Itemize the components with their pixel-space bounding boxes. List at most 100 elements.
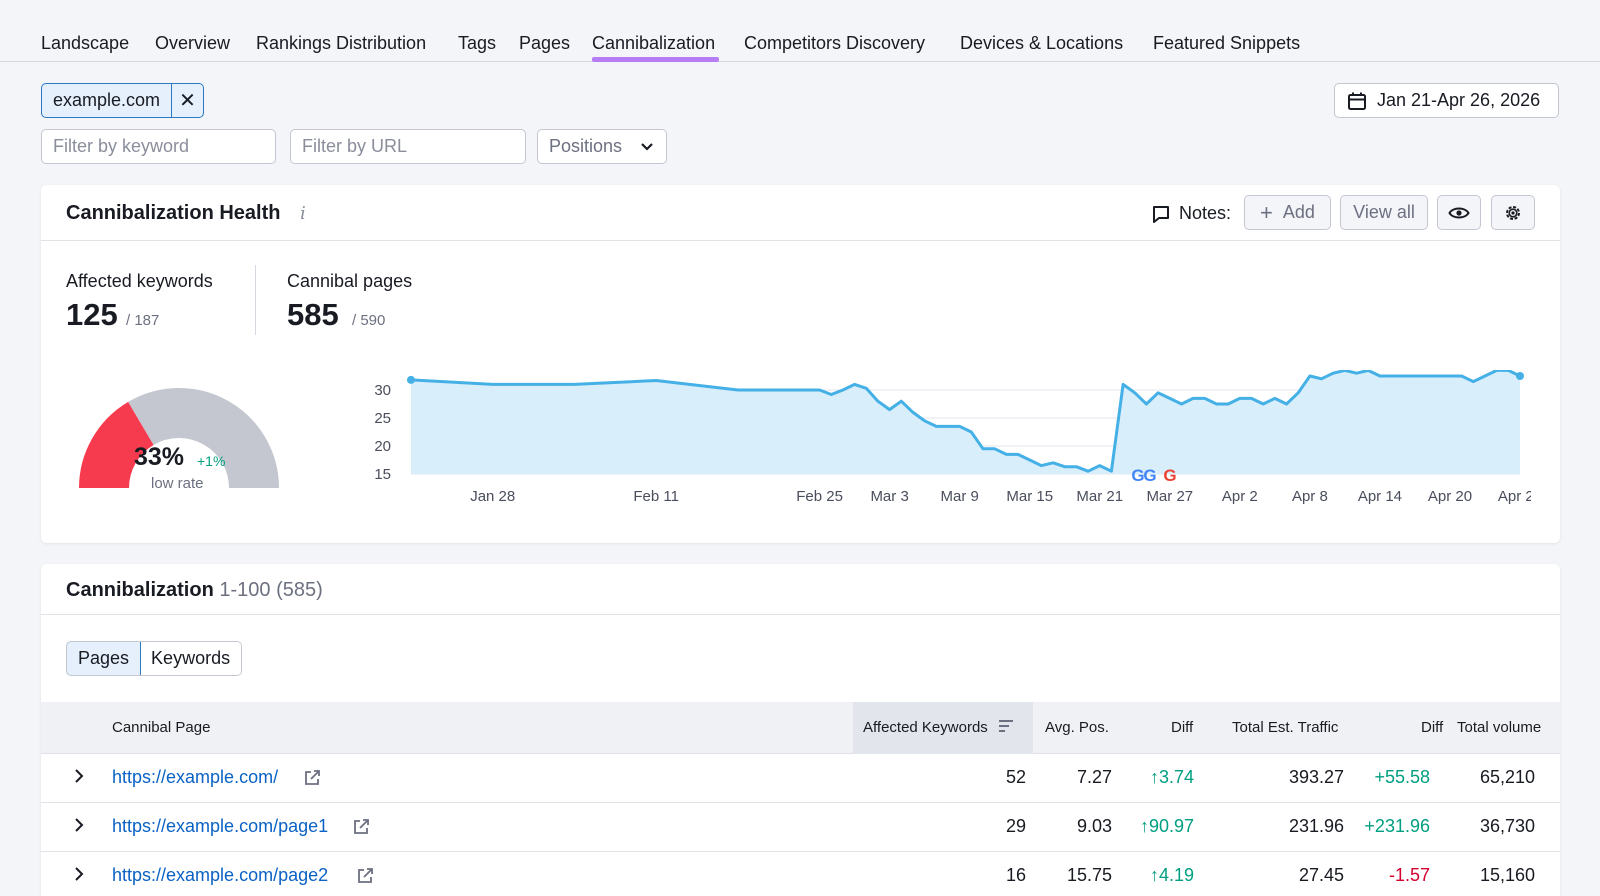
domain-chip-label: example.com: [53, 90, 161, 110]
x-tick-label: Apr 20: [1428, 488, 1472, 505]
calendar-icon: [1348, 92, 1366, 110]
date-range-button[interactable]: Jan 21-Apr 26, 2026: [1334, 83, 1559, 118]
view-all-label: View all: [1353, 202, 1415, 222]
tab-overview[interactable]: Overview: [155, 33, 231, 53]
gear-icon: [1506, 205, 1520, 220]
eye-button[interactable]: [1437, 195, 1481, 230]
positions-label: Positions: [549, 136, 623, 156]
pos-diff-value: 90.97: [1148, 816, 1194, 836]
affected-keywords-cell: 16: [1005, 865, 1026, 885]
avg-pos-cell: 7.27: [1076, 767, 1112, 787]
x-tick-label: Apr 8: [1292, 488, 1328, 505]
segment-pages[interactable]: Pages: [67, 642, 142, 675]
pos-diff-cell: ↑4.19: [1150, 865, 1194, 886]
x-tick-label: Apr 2: [1222, 488, 1258, 505]
x-tick-label: Apr 26: [1498, 488, 1531, 505]
table-title: Cannibalization 1-100 (585): [66, 579, 323, 602]
traffic-cell: 231.96: [1288, 816, 1344, 836]
cannibal-pages-label: Cannibal pages: [287, 271, 413, 291]
sorted-column-bg: [853, 702, 1033, 754]
gauge-fill: [79, 401, 155, 490]
pages-keywords-toggle: Pages Keywords: [66, 641, 243, 676]
arrow-up-icon: ↑: [1149, 865, 1159, 885]
tab-cannibalization[interactable]: Cannibalization: [592, 33, 720, 62]
x-tick-label: Feb 11: [633, 488, 679, 505]
tab-landscape[interactable]: Landscape: [41, 33, 130, 53]
traffic-diff-cell: -1.57: [1388, 865, 1430, 885]
series-line: [410, 370, 1521, 473]
eye-icon: [1448, 207, 1470, 218]
page-link[interactable]: https://example.com/: [112, 767, 279, 787]
page-link[interactable]: https://example.com/page1: [112, 816, 329, 836]
table-row: https://example.com/page2 16 15.75 ↑4.19…: [41, 853, 1560, 896]
tab-pages[interactable]: Pages: [519, 33, 571, 53]
avg-pos-cell: 15.75: [1066, 865, 1112, 885]
keyword-filter-input[interactable]: [42, 130, 296, 163]
pos-diff-cell: ↑90.97: [1140, 816, 1194, 837]
x-tick-label: Mar 3: [870, 488, 908, 505]
chevron-down-icon: [641, 143, 653, 151]
gauge-track: [128, 388, 279, 490]
sort-icon: [998, 720, 1013, 732]
gauge-percent: 33%: [134, 443, 185, 471]
tab-devices-locations[interactable]: Devices & Locations: [960, 33, 1124, 53]
settings-button[interactable]: [1491, 195, 1535, 230]
traffic-cell: 393.27: [1288, 767, 1344, 787]
pos-diff-cell: ↑3.74: [1150, 767, 1194, 788]
tab-competitors-discovery[interactable]: Competitors Discovery: [744, 33, 926, 53]
external-link-icon[interactable]: [302, 768, 322, 788]
traffic-cell: 27.45: [1298, 865, 1344, 885]
google-update-marker: G: [1131, 466, 1144, 485]
url-filter-input[interactable]: [291, 130, 545, 163]
tab-tags[interactable]: Tags: [458, 33, 497, 53]
gauge-rate-label: low rate: [151, 475, 204, 492]
cannibal-pages-value: 585: [287, 297, 339, 332]
segment-keywords[interactable]: Keywords: [140, 642, 242, 675]
col-traffic-diff[interactable]: Diff: [1421, 719, 1444, 736]
pos-diff-value: 3.74: [1158, 767, 1194, 787]
keyword-filter: [41, 129, 315, 164]
affected-keywords-total: / 187: [126, 312, 160, 329]
col-cannibal-page[interactable]: Cannibal Page: [112, 719, 211, 736]
url-filter: [290, 129, 564, 164]
health-trend-chart: 30 25 20 15 Jan 28 Feb 11 Feb 25 Mar 3 Mar 9 Mar …: [374, 370, 1531, 505]
info-icon[interactable]: i: [300, 203, 306, 224]
divider: [41, 614, 1560, 615]
google-update-marker: G: [1163, 466, 1176, 485]
external-link-icon[interactable]: [351, 817, 371, 837]
x-tick-label: Apr 14: [1358, 488, 1402, 505]
pos-diff-value: 4.19: [1158, 865, 1194, 885]
add-note-button[interactable]: + Add: [1244, 195, 1331, 230]
close-icon[interactable]: ✕: [171, 84, 203, 117]
comment-icon: [1153, 205, 1169, 223]
view-all-notes-button[interactable]: View all: [1340, 195, 1428, 230]
chevron-right-icon[interactable]: [73, 817, 85, 833]
external-link-icon[interactable]: [355, 866, 375, 886]
affected-keywords-cell: 52: [1005, 767, 1026, 787]
col-pos-diff[interactable]: Diff: [1171, 719, 1194, 736]
tab-featured-snippets[interactable]: Featured Snippets: [1153, 33, 1301, 53]
col-total-est-traffic[interactable]: Total Est. Traffic: [1232, 719, 1339, 736]
notes-label: Notes:: [1151, 203, 1231, 224]
health-gauge: [79, 388, 279, 490]
traffic-diff-cell: +55.58: [1374, 767, 1430, 787]
tab-rankings-distribution[interactable]: Rankings Distribution: [256, 33, 427, 53]
table-row: https://example.com/ 52 7.27 ↑3.74 393.2…: [41, 755, 1560, 803]
positions-dropdown[interactable]: Positions: [537, 129, 667, 164]
table-header: Cannibal Page Affected Keywords Avg. Pos…: [41, 702, 1560, 754]
col-affected-keywords[interactable]: Affected Keywords: [863, 719, 1014, 736]
col-avg-pos[interactable]: Avg. Pos.: [1045, 719, 1109, 736]
traffic-diff-cell: +231.96: [1364, 816, 1430, 836]
chevron-right-icon[interactable]: [73, 768, 85, 784]
volume-cell: 65,210: [1479, 767, 1535, 787]
arrow-up-icon: ↑: [1149, 767, 1159, 787]
arrow-up-icon: ↑: [1139, 816, 1149, 836]
table-title-label: Cannibalization: [66, 579, 214, 601]
notes-text: Notes:: [1179, 203, 1232, 223]
page-link[interactable]: https://example.com/page2: [112, 865, 329, 885]
plus-icon: +: [1260, 199, 1273, 225]
chevron-right-icon[interactable]: [73, 866, 85, 882]
col-total-volume[interactable]: Total volume: [1457, 719, 1542, 736]
avg-pos-cell: 9.03: [1076, 816, 1112, 836]
y-tick-label: 15: [374, 466, 391, 483]
